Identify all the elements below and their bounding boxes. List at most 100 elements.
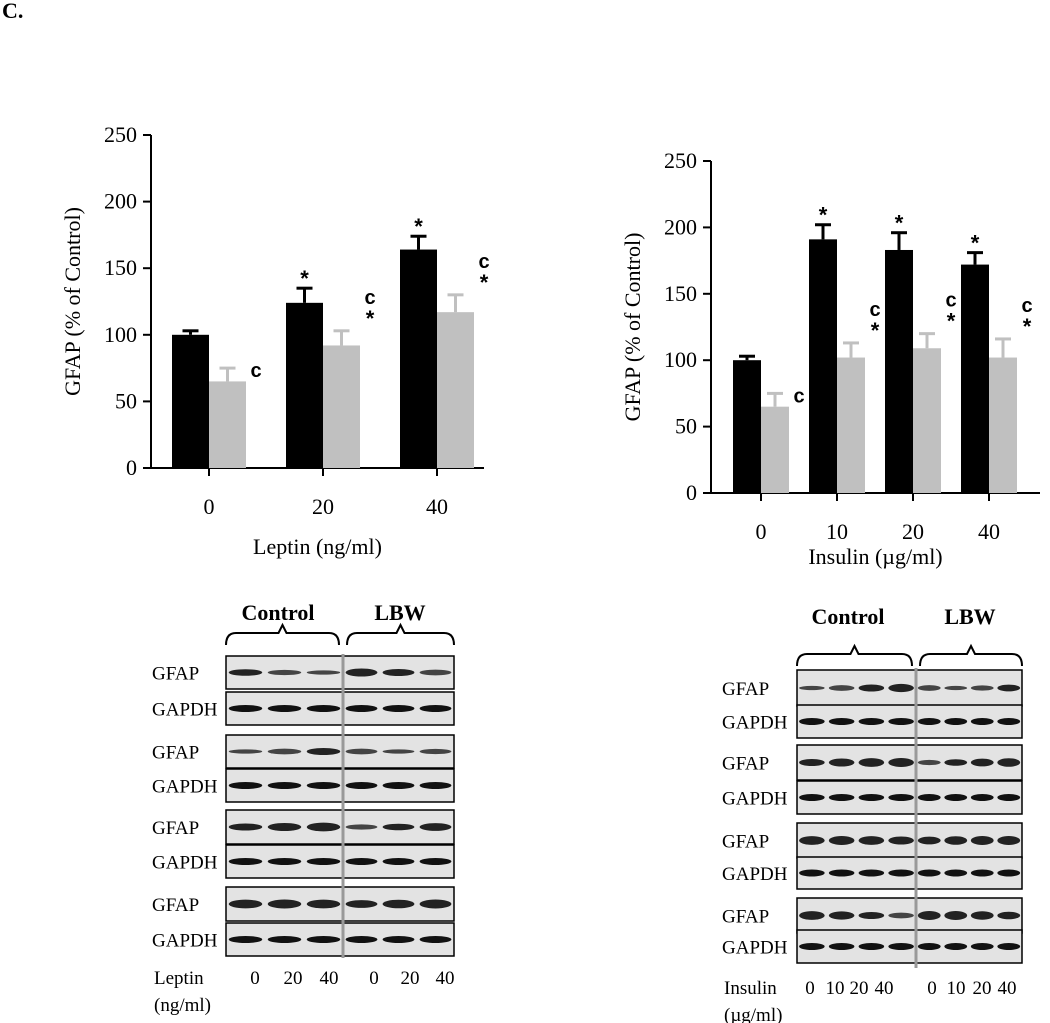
row-label-gapdh: GAPDH [722, 938, 788, 959]
significance-star: * [871, 318, 880, 343]
significance-star: * [895, 211, 904, 236]
protein-band [228, 899, 263, 909]
row-label-gapdh: GAPDH [152, 931, 218, 952]
y-tick-label: 100 [104, 322, 137, 347]
lane-label: 20 [850, 978, 869, 999]
protein-band [419, 669, 452, 676]
protein-band [345, 668, 378, 677]
protein-band [345, 858, 378, 865]
group-bracket-lbw [346, 622, 455, 646]
y-tick-label: 0 [686, 480, 697, 505]
protein-band [828, 911, 855, 920]
significance-letter: c [1021, 295, 1032, 317]
lane-label: 10 [826, 978, 845, 999]
protein-band [858, 869, 885, 877]
y-tick-label: 50 [115, 388, 137, 413]
treatment-unit: (µg/ml) [724, 1005, 782, 1023]
protein-band [345, 705, 378, 712]
protein-band [944, 759, 968, 766]
protein-band [828, 794, 855, 801]
protein-band [828, 943, 855, 950]
protein-band [917, 911, 941, 920]
group-label-lbw: LBW [374, 600, 425, 625]
protein-band [917, 836, 941, 845]
protein-band [382, 858, 415, 865]
significance-star: * [971, 231, 980, 256]
group-bracket-lbw [919, 643, 1023, 667]
protein-band [917, 943, 941, 950]
protein-band [419, 936, 452, 943]
protein-band [267, 899, 302, 909]
protein-band [267, 858, 302, 865]
lane-label: 40 [875, 978, 894, 999]
x-axis-label: Insulin (µg/ml) [808, 544, 942, 569]
protein-band [306, 670, 341, 675]
protein-band [228, 858, 263, 865]
bar [733, 360, 761, 493]
row-label-gfap: GFAP [722, 754, 769, 775]
protein-band [858, 718, 885, 725]
protein-band [267, 669, 302, 676]
protein-band [970, 943, 994, 950]
protein-band [382, 705, 415, 712]
protein-band [858, 684, 885, 692]
protein-band [799, 869, 825, 877]
significance-letter: c [793, 385, 804, 407]
protein-band [828, 685, 855, 691]
protein-band [799, 758, 825, 767]
lane-label: 20 [401, 968, 420, 989]
western-blot-leptin: Control LBW GFAP GAPDH GFAP GAPDH GFAP GAPDH GFA… [152, 600, 455, 1016]
significance-star: * [414, 214, 423, 239]
bar [761, 406, 789, 493]
protein-band [228, 782, 263, 789]
lane-label: 40 [998, 978, 1017, 999]
protein-band [267, 936, 302, 943]
protein-band [997, 794, 1021, 801]
protein-band [306, 822, 341, 832]
protein-band [944, 911, 968, 920]
protein-band [306, 936, 341, 943]
protein-band [828, 836, 855, 845]
bar [400, 249, 437, 468]
row-label-gapdh: GAPDH [722, 864, 788, 885]
protein-band [419, 705, 452, 712]
bar [286, 302, 323, 468]
protein-band [917, 794, 941, 801]
significance-letter: c [945, 290, 956, 312]
group-label-control: Control [242, 600, 315, 625]
significance-letter: c [364, 287, 375, 309]
x-tick-label: 10 [826, 519, 848, 544]
panel-label: C. [2, 0, 24, 23]
row-label-gfap: GFAP [152, 818, 199, 839]
protein-band [997, 718, 1021, 725]
protein-band [306, 747, 341, 756]
y-tick-label: 50 [675, 414, 697, 439]
protein-band [345, 782, 378, 789]
y-tick-label: 250 [104, 122, 137, 147]
protein-band [799, 718, 825, 725]
protein-band [267, 705, 302, 712]
group-bracket-control [225, 622, 340, 646]
protein-band [997, 869, 1021, 877]
protein-band [267, 782, 302, 789]
protein-band [858, 911, 885, 920]
protein-band [382, 823, 415, 831]
protein-band [970, 758, 994, 767]
lane-label: 0 [369, 968, 379, 989]
protein-band [858, 758, 885, 767]
significance-star: * [947, 309, 956, 334]
significance-star: * [1023, 314, 1032, 339]
x-tick-label: 0 [204, 494, 215, 519]
protein-band [888, 758, 914, 767]
group-label-lbw: LBW [944, 604, 995, 629]
x-tick-label: 0 [756, 519, 767, 544]
protein-band [888, 718, 914, 725]
protein-band [888, 912, 914, 919]
bar [809, 239, 837, 493]
protein-band [944, 794, 968, 801]
y-tick-label: 150 [664, 281, 697, 306]
protein-band [228, 705, 263, 712]
y-tick-label: 150 [104, 255, 137, 280]
protein-band [970, 718, 994, 725]
